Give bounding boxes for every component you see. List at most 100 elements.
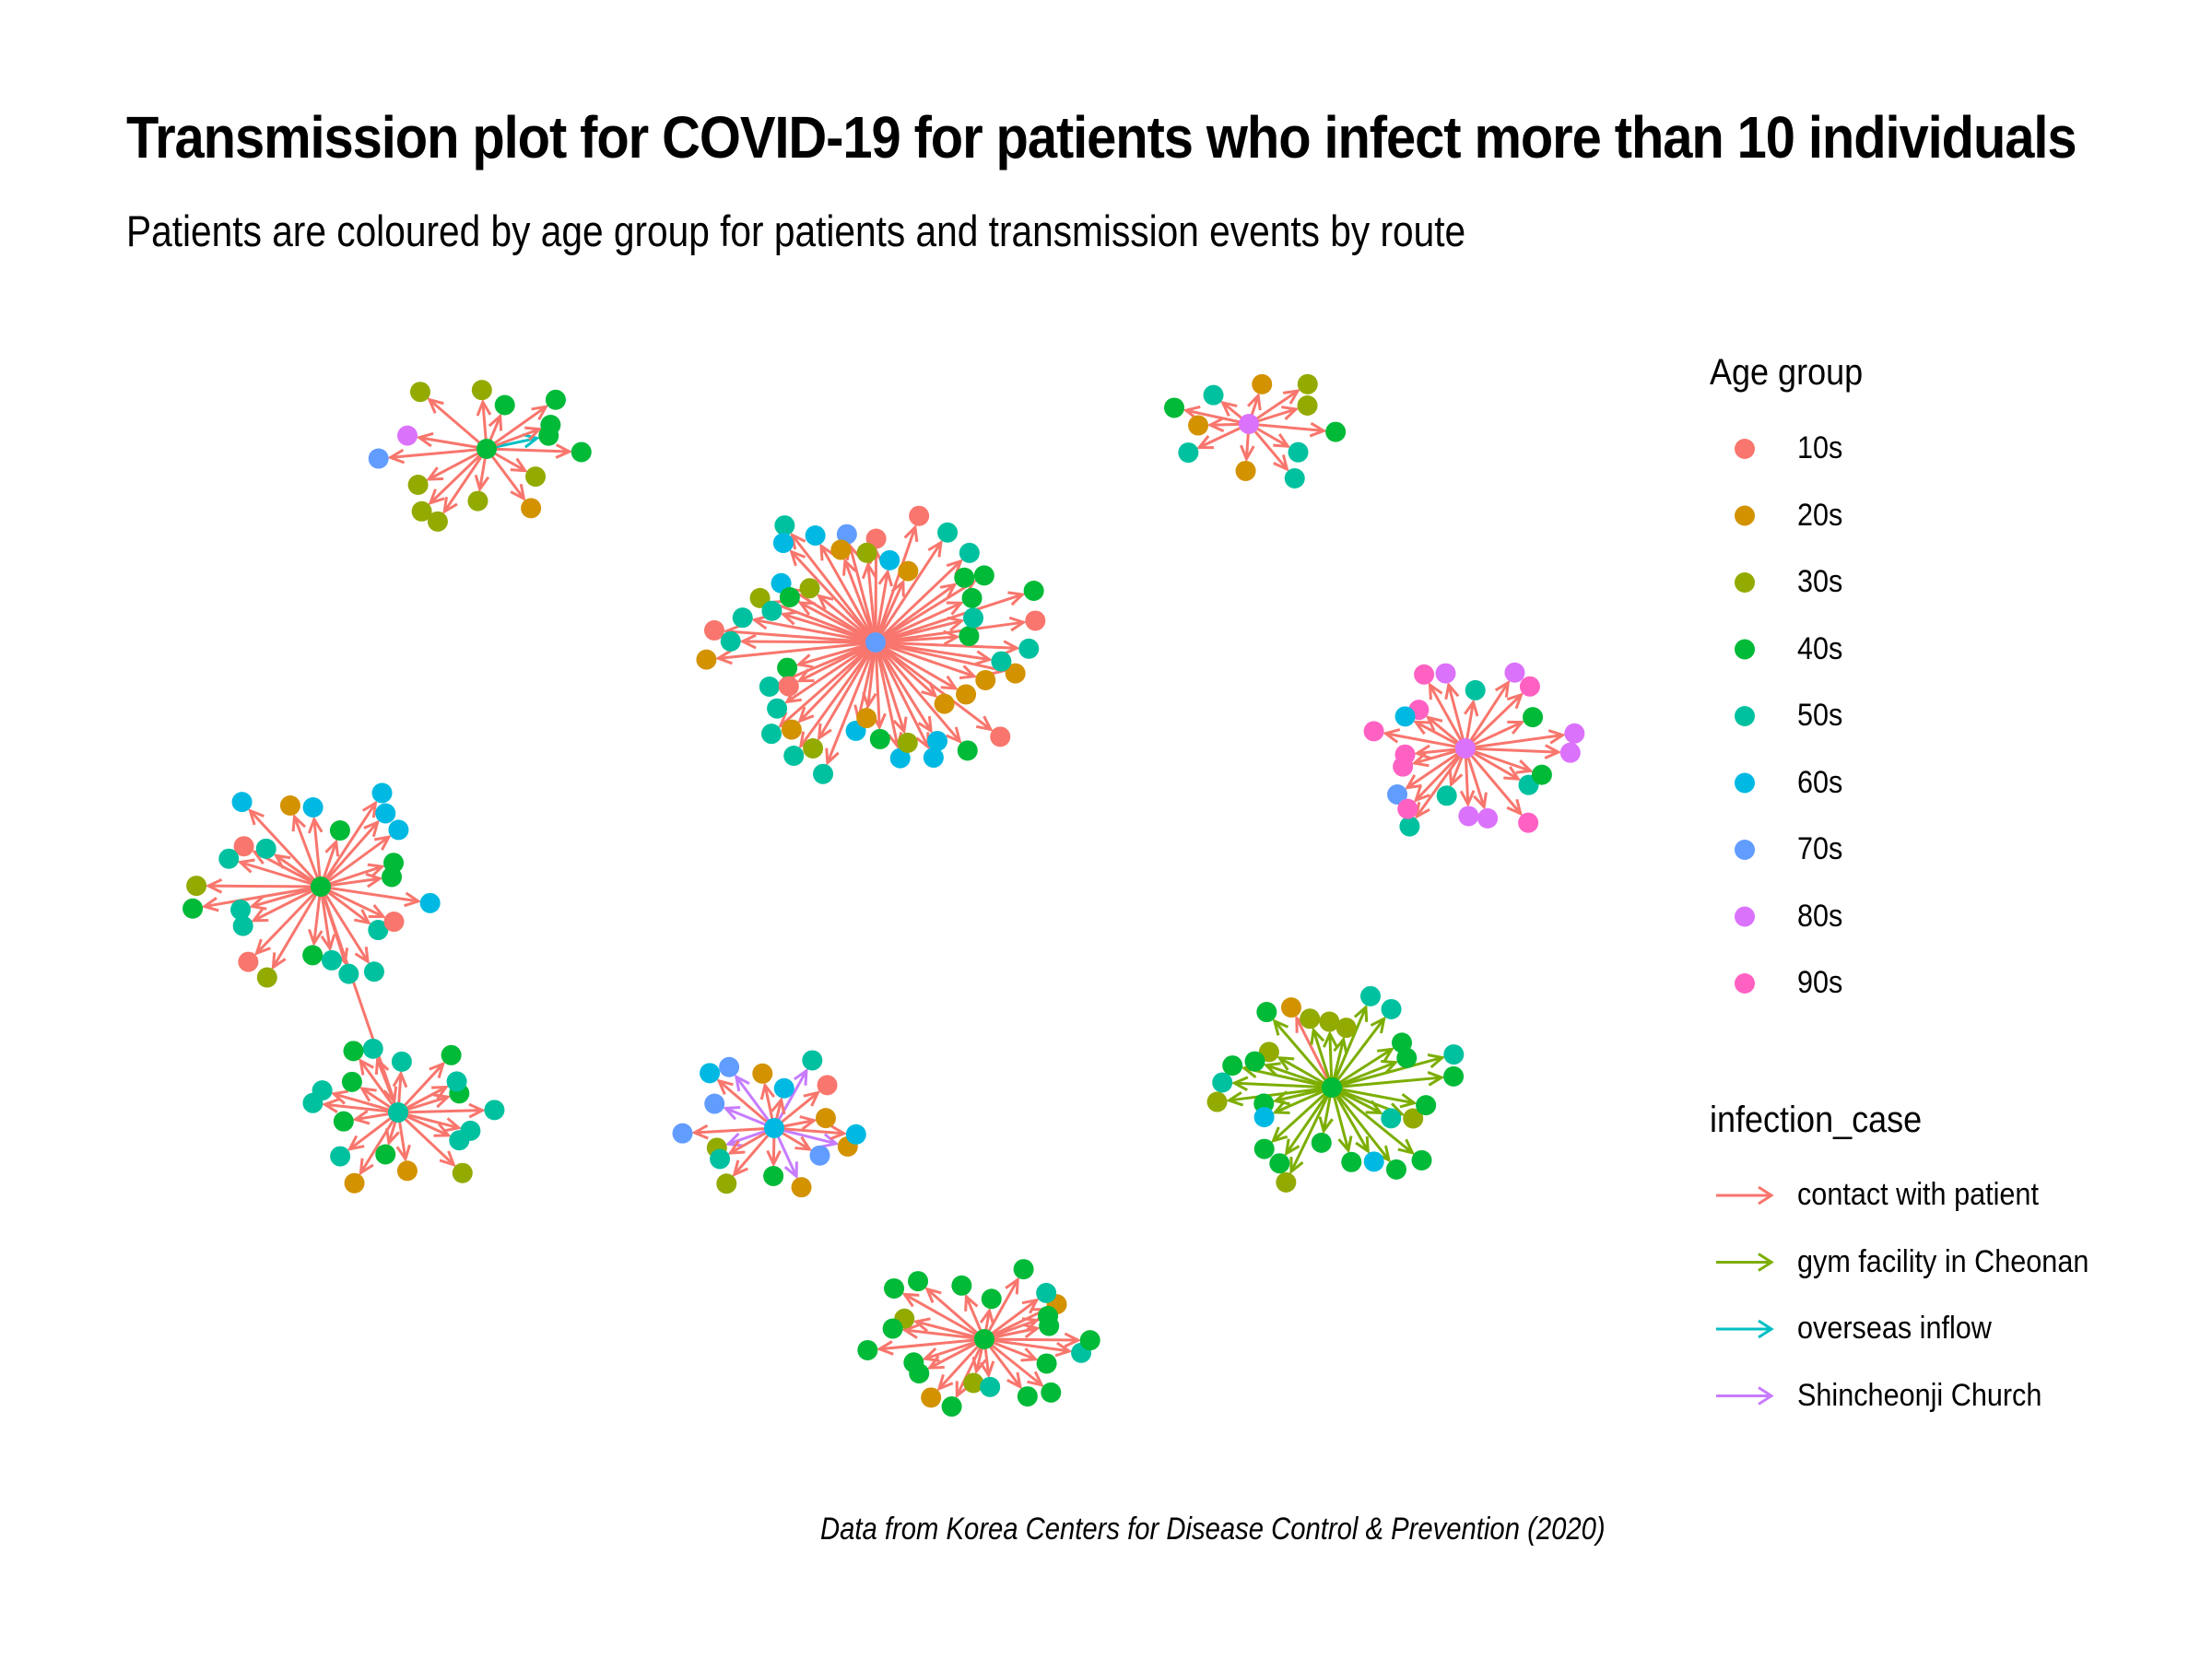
edge-arrowhead bbox=[433, 1123, 452, 1137]
transmission-edge bbox=[875, 620, 1024, 644]
transmission-edge bbox=[1465, 721, 1523, 750]
transmission-edge bbox=[717, 1079, 775, 1130]
edge-arrowhead bbox=[1003, 640, 1020, 656]
transmission-edge bbox=[1415, 747, 1467, 818]
transmission-edge bbox=[428, 447, 488, 481]
edge-arrowhead bbox=[432, 1093, 452, 1109]
transmission-edge bbox=[843, 560, 877, 643]
patient-node bbox=[1256, 1002, 1277, 1023]
patient-node bbox=[963, 607, 984, 629]
edge-arrowhead bbox=[901, 1324, 920, 1339]
transmission-edge bbox=[249, 809, 323, 888]
edge-arrowhead bbox=[793, 1067, 808, 1086]
edge-arrowhead bbox=[959, 665, 978, 680]
patient-node bbox=[411, 500, 432, 522]
edge-arrowhead bbox=[979, 1360, 995, 1379]
edge-arrowhead bbox=[759, 1082, 776, 1100]
legend-age-label: 60s bbox=[1797, 764, 1843, 800]
transmission-edge bbox=[486, 406, 547, 451]
edge-arrowhead bbox=[352, 1110, 371, 1125]
patient-node bbox=[1381, 1108, 1402, 1129]
transmission-edge bbox=[320, 885, 384, 918]
edge-arrowhead bbox=[789, 549, 806, 567]
patient-node bbox=[1392, 1032, 1413, 1053]
edge-arrowhead bbox=[1054, 1341, 1073, 1358]
patient-node bbox=[959, 542, 980, 563]
edge-arrowhead bbox=[821, 1133, 840, 1148]
patient-node bbox=[696, 649, 717, 670]
transmission-edge bbox=[293, 816, 323, 888]
transmission-edge bbox=[818, 641, 877, 739]
patient-node bbox=[703, 619, 724, 641]
edge-arrowhead bbox=[1459, 790, 1476, 807]
transmission-edge bbox=[982, 1278, 1019, 1340]
patient-node bbox=[1399, 816, 1420, 837]
patient-node bbox=[1564, 723, 1585, 744]
transmission-edge bbox=[874, 550, 878, 643]
patient-node bbox=[763, 1165, 784, 1186]
transmission-edge bbox=[396, 1111, 455, 1166]
patient-node bbox=[869, 728, 890, 749]
edge-arrowhead bbox=[363, 819, 380, 838]
transmission-edge bbox=[1330, 1018, 1385, 1088]
edge-arrowhead bbox=[307, 816, 324, 834]
edge-arrowhead bbox=[1284, 1138, 1300, 1157]
edge-arrowhead bbox=[790, 532, 806, 550]
transmission-edge bbox=[874, 541, 943, 643]
patient-node bbox=[1325, 421, 1347, 442]
patient-node bbox=[781, 719, 802, 740]
transmission-edge bbox=[799, 601, 877, 644]
transmission-edge bbox=[1285, 1087, 1334, 1155]
transmission-edge bbox=[929, 1337, 985, 1370]
transmission-edge bbox=[272, 886, 323, 969]
edge-arrowhead bbox=[1318, 1116, 1334, 1135]
patient-node bbox=[218, 848, 240, 869]
edge-arrowhead bbox=[488, 413, 503, 431]
transmission-edge bbox=[1289, 1087, 1334, 1172]
patient-node bbox=[749, 587, 771, 608]
edge-arrowhead bbox=[841, 558, 857, 576]
edge-arrowhead bbox=[248, 808, 265, 826]
transmission-edge bbox=[429, 447, 488, 504]
patient-node bbox=[1036, 1353, 1057, 1374]
patient-node bbox=[752, 1063, 773, 1084]
transmission-edge bbox=[359, 1112, 400, 1174]
edge-arrowhead bbox=[1270, 1126, 1288, 1144]
edge-arrowhead bbox=[862, 691, 877, 710]
patient-node bbox=[1443, 1044, 1465, 1065]
edge-arrowhead bbox=[691, 1124, 709, 1140]
transmission-edge bbox=[874, 641, 961, 743]
patient-node bbox=[446, 1071, 467, 1092]
patient-node bbox=[230, 900, 252, 921]
transmission-edge bbox=[397, 1111, 460, 1130]
transmission-edge bbox=[319, 886, 396, 1102]
transmission-edge bbox=[791, 534, 877, 643]
edge-arrowhead bbox=[1337, 1135, 1353, 1154]
edge-arrowhead bbox=[796, 668, 815, 683]
edge-arrowhead bbox=[359, 1058, 374, 1076]
patient-node bbox=[1018, 638, 1040, 659]
patient-node bbox=[1531, 764, 1552, 785]
edge-arrowhead bbox=[1309, 421, 1327, 438]
edge-arrowhead bbox=[468, 1102, 486, 1119]
legend-key-dot bbox=[1735, 906, 1755, 927]
edge-arrowhead bbox=[1282, 389, 1300, 405]
edge-arrowhead bbox=[766, 1149, 782, 1168]
patient-node bbox=[773, 1077, 794, 1099]
edge-arrowhead bbox=[1506, 798, 1523, 817]
patient-node bbox=[934, 693, 955, 714]
transmission-edge bbox=[1330, 1087, 1370, 1152]
transmission-edge bbox=[875, 580, 975, 644]
patient-node bbox=[545, 389, 566, 410]
edge-arrowhead bbox=[1273, 433, 1291, 448]
chart-title: Transmission plot for COVID-19 for patie… bbox=[126, 104, 2077, 171]
edge-arrowhead bbox=[361, 800, 378, 818]
transmission-edge bbox=[486, 447, 570, 453]
patient-node bbox=[1079, 1330, 1100, 1351]
edge-arrowhead bbox=[1544, 744, 1562, 759]
edge-arrowhead bbox=[1414, 744, 1432, 760]
patient-node bbox=[815, 1108, 836, 1129]
transmission-edge bbox=[1464, 681, 1510, 749]
patient-node bbox=[805, 525, 826, 547]
patient-node bbox=[1465, 679, 1486, 700]
